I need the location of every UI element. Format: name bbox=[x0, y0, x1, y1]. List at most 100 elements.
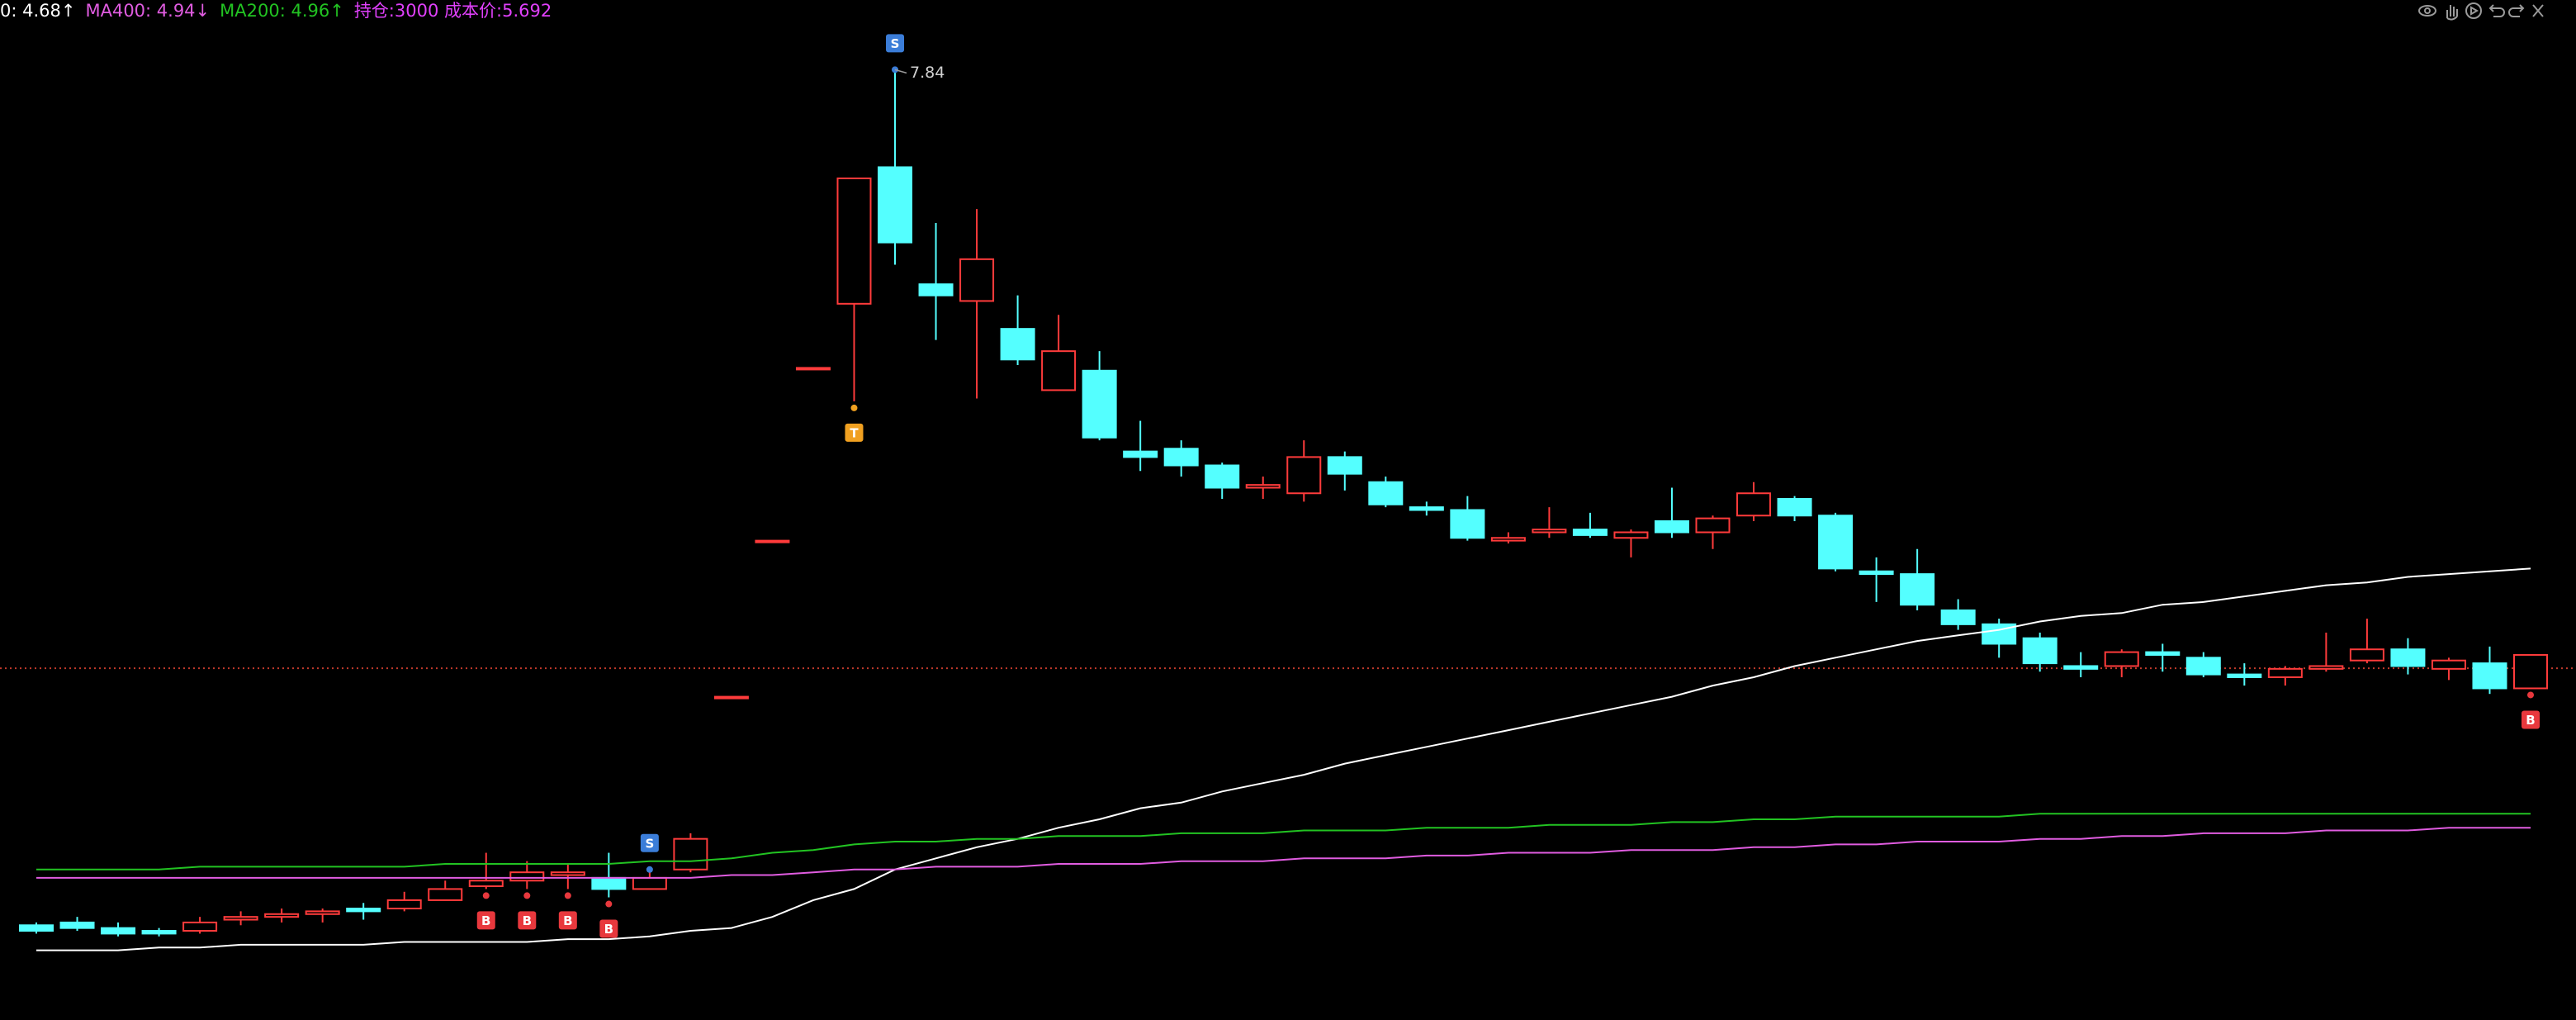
candle-body bbox=[2431, 659, 2466, 670]
candle bbox=[1572, 512, 1608, 538]
toolbar bbox=[2418, 2, 2544, 21]
candle bbox=[2063, 652, 2099, 677]
candle-body bbox=[1000, 328, 1035, 361]
candle-body bbox=[755, 539, 790, 543]
candle-body bbox=[1368, 481, 1404, 505]
candle-body bbox=[1490, 537, 1526, 542]
signal-dot bbox=[605, 900, 613, 908]
candle bbox=[59, 917, 95, 932]
candle-body bbox=[673, 837, 708, 871]
candle bbox=[1532, 507, 1567, 538]
candle bbox=[2431, 657, 2466, 681]
candle-body bbox=[1572, 529, 1608, 536]
signal-dot bbox=[564, 892, 571, 899]
candle bbox=[1613, 529, 1649, 557]
signal-label: B bbox=[604, 922, 613, 937]
signal-dot bbox=[2527, 691, 2534, 699]
close-icon[interactable] bbox=[2532, 4, 2544, 17]
hand-icon[interactable] bbox=[2446, 5, 2458, 21]
position-info: 持仓:3000 成本价:5.692 bbox=[353, 1, 552, 21]
candle-body bbox=[1245, 484, 1281, 489]
candle-body bbox=[346, 908, 381, 913]
candle-body bbox=[2349, 648, 2384, 662]
signal-dot bbox=[850, 404, 858, 411]
candle bbox=[959, 209, 995, 399]
signal-dot bbox=[523, 892, 531, 899]
candle-body bbox=[2185, 657, 2221, 676]
candle bbox=[1041, 315, 1077, 391]
legend: 0: 4.68↑ MA400: 4.94↓ MA200: 4.96↑ 持仓:3000 … bbox=[0, 0, 552, 23]
signal-box bbox=[886, 34, 905, 53]
candle bbox=[2349, 619, 2384, 664]
candle bbox=[509, 861, 545, 890]
ma-line bbox=[36, 567, 2531, 951]
candle-body bbox=[1736, 492, 1772, 517]
candle-body bbox=[1082, 369, 1117, 439]
candle-body bbox=[836, 177, 872, 305]
candle-body bbox=[1940, 609, 1976, 625]
candle bbox=[1940, 599, 1976, 630]
candle bbox=[1982, 619, 2017, 658]
candle bbox=[1818, 512, 1854, 572]
signal-box bbox=[476, 911, 495, 930]
eye-icon[interactable] bbox=[2418, 5, 2436, 17]
candle-body bbox=[959, 258, 995, 302]
candle bbox=[2472, 646, 2507, 695]
candle-body bbox=[141, 930, 177, 935]
candle-body bbox=[1163, 448, 1199, 467]
signal-label: B bbox=[563, 913, 572, 928]
candle-body bbox=[1695, 517, 1731, 534]
candle-body bbox=[2267, 667, 2303, 678]
candle-body bbox=[59, 921, 95, 929]
candle bbox=[1286, 440, 1322, 502]
candle-body bbox=[19, 924, 54, 932]
signal-box bbox=[845, 423, 864, 442]
candle-body bbox=[1041, 350, 1077, 391]
candle-body bbox=[1327, 456, 1362, 475]
candle bbox=[305, 909, 340, 923]
candle bbox=[1736, 482, 1772, 521]
redo-icon[interactable] bbox=[2508, 4, 2525, 17]
annotation: 7.84 bbox=[910, 64, 945, 82]
candle-body bbox=[1532, 529, 1567, 534]
candle bbox=[141, 927, 177, 937]
candle-body bbox=[591, 876, 627, 890]
candle bbox=[550, 864, 585, 890]
candle bbox=[1695, 515, 1731, 549]
candle-body bbox=[1859, 570, 1894, 576]
signal-label: S bbox=[891, 36, 900, 51]
play-icon[interactable] bbox=[2465, 2, 2482, 19]
signal-box bbox=[599, 919, 618, 938]
candle-body bbox=[468, 880, 504, 888]
candle bbox=[1490, 532, 1526, 543]
candle bbox=[2022, 632, 2057, 672]
candle bbox=[795, 367, 831, 371]
candle-body bbox=[918, 283, 954, 297]
candle-body bbox=[1613, 531, 1649, 539]
candle bbox=[591, 852, 627, 898]
candle-body bbox=[632, 876, 667, 890]
candle bbox=[1000, 295, 1035, 366]
candle-body bbox=[182, 921, 218, 932]
legend-entry: MA400: 4.94↓ bbox=[85, 1, 211, 21]
candle-body bbox=[2022, 637, 2057, 665]
candle bbox=[468, 852, 504, 890]
candle bbox=[101, 922, 136, 937]
candle bbox=[1450, 496, 1485, 541]
candle-body bbox=[101, 927, 136, 935]
candle bbox=[223, 911, 258, 926]
candle bbox=[1163, 440, 1199, 477]
candle-body bbox=[264, 913, 300, 918]
signal-label: T bbox=[850, 425, 859, 440]
candle bbox=[2104, 649, 2139, 677]
candle bbox=[836, 177, 872, 401]
candle-body bbox=[1818, 515, 1854, 570]
candle-body bbox=[1409, 506, 1444, 511]
undo-icon[interactable] bbox=[2488, 4, 2505, 17]
candle bbox=[2308, 632, 2344, 672]
candle bbox=[673, 833, 708, 873]
candle-body bbox=[1450, 509, 1485, 539]
legend-entry: 0: 4.68↑ bbox=[0, 1, 76, 21]
candle bbox=[1859, 557, 1894, 602]
signal-box bbox=[640, 833, 659, 852]
